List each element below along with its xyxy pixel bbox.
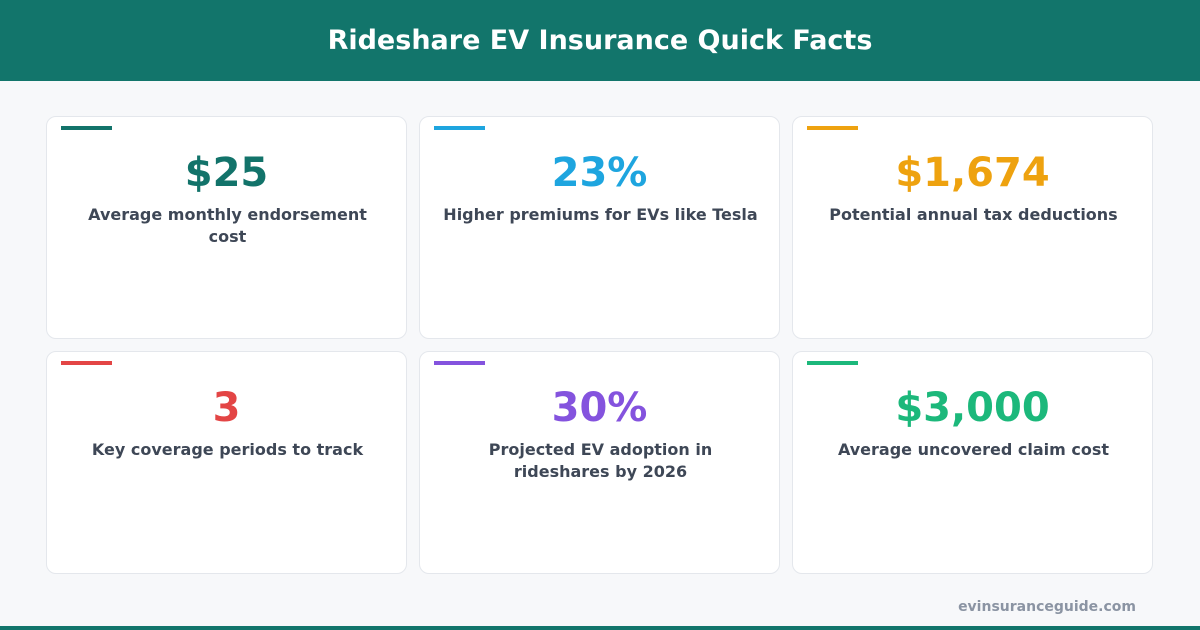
title: Rideshare EV Insurance Quick Facts (327, 25, 873, 56)
fact-card: 3 Key coverage periods to track (46, 351, 407, 574)
fact-value: 23% (551, 150, 648, 196)
fact-value: $3,000 (895, 385, 1050, 431)
header: Rideshare EV Insurance Quick Facts (0, 0, 1200, 81)
card-accent (807, 126, 858, 130)
bottom-bar (0, 626, 1200, 630)
site-url: evinsuranceguide.com (958, 599, 1136, 615)
card-accent (807, 361, 858, 365)
fact-label: Projected EV adoption in rideshares by 2… (488, 440, 713, 481)
card-accent (61, 361, 112, 365)
fact-card: $3,000 Average uncovered claim cost (792, 351, 1153, 574)
fact-value: $1,674 (895, 150, 1050, 196)
fact-card: $1,674 Potential annual tax deductions (792, 116, 1153, 339)
card-grid: $25 Average monthly endorsement cost 23% Hi… (46, 116, 1154, 575)
fact-card: 23% Higher premiums for EVs like Tesla (419, 116, 780, 339)
fact-card: $25 Average monthly endorsement cost (46, 116, 407, 339)
card-accent (434, 126, 485, 130)
fact-label: Average uncovered claim cost (837, 440, 1110, 459)
fact-label: Potential annual tax deductions (829, 205, 1118, 224)
card-accent (61, 126, 112, 130)
fact-card: 30% Projected EV adoption in rideshares b… (419, 351, 780, 574)
fact-label: Key coverage periods to track (91, 440, 364, 459)
fact-label: Average monthly endorsement cost (88, 205, 367, 246)
fact-label: Higher premiums for EVs like Tesla (443, 205, 758, 224)
fact-value: 3 (212, 385, 241, 431)
card-accent (434, 361, 485, 365)
fact-value: $25 (184, 150, 269, 196)
fact-value: 30% (551, 385, 648, 431)
